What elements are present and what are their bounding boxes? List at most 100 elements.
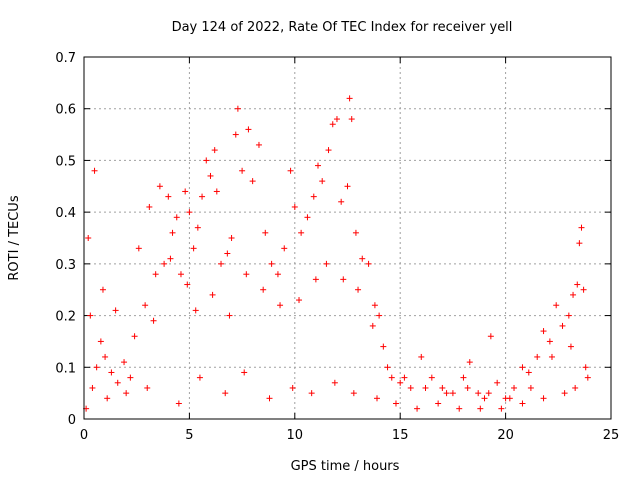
data-point <box>245 126 252 133</box>
data-point <box>144 384 151 391</box>
data-point <box>173 214 180 221</box>
data-point <box>329 121 336 128</box>
data-point <box>298 229 305 236</box>
data-point <box>114 379 121 386</box>
data-point <box>582 364 589 371</box>
data-point <box>199 193 206 200</box>
data-point <box>348 116 355 123</box>
data-point <box>456 405 463 412</box>
y-tick-label: 0.7 <box>55 51 76 66</box>
data-point <box>156 183 163 190</box>
data-point <box>308 390 315 397</box>
data-point <box>485 390 492 397</box>
data-point <box>93 364 100 371</box>
data-point <box>169 229 176 236</box>
data-point <box>525 369 532 376</box>
y-tick-label: 0.2 <box>55 310 76 325</box>
data-point <box>314 162 321 169</box>
data-point <box>519 400 526 407</box>
data-point <box>407 384 414 391</box>
data-point <box>274 271 281 278</box>
data-point <box>397 379 404 386</box>
data-point <box>87 312 94 319</box>
data-point <box>108 369 115 376</box>
y-tick-label: 0 <box>68 413 76 428</box>
data-point <box>99 286 106 293</box>
data-point <box>527 384 534 391</box>
data-point <box>161 260 168 267</box>
data-point <box>175 400 182 407</box>
data-point <box>506 395 513 402</box>
data-point <box>167 255 174 262</box>
y-ticks: 0 0.1 0.2 0.3 0.4 0.5 0.6 0.7 <box>55 51 611 428</box>
data-point <box>89 384 96 391</box>
data-point <box>534 353 541 360</box>
data-point <box>443 390 450 397</box>
data-point <box>104 395 111 402</box>
plot-frame <box>83 56 612 420</box>
data-point <box>481 395 488 402</box>
data-point <box>241 369 248 376</box>
data-point <box>511 384 518 391</box>
data-point <box>277 302 284 309</box>
data-point <box>102 353 109 360</box>
data-point <box>584 374 591 381</box>
data-point <box>260 286 267 293</box>
data-point <box>152 271 159 278</box>
data-point <box>304 214 311 221</box>
data-point <box>323 260 330 267</box>
data-point <box>559 322 566 329</box>
y-tick-label: 0.1 <box>55 361 76 376</box>
data-point <box>226 312 233 319</box>
data-points <box>83 95 591 412</box>
data-point <box>310 193 317 200</box>
data-point <box>475 390 482 397</box>
data-point <box>190 245 197 252</box>
x-tick-label: 10 <box>287 428 304 443</box>
data-point <box>572 384 579 391</box>
data-point <box>374 395 381 402</box>
data-point <box>350 390 357 397</box>
data-point <box>121 359 128 366</box>
data-point <box>494 379 501 386</box>
data-point <box>211 147 218 154</box>
data-point <box>218 260 225 267</box>
data-point <box>186 209 193 216</box>
data-point <box>578 224 585 231</box>
data-point <box>439 384 446 391</box>
data-point <box>196 374 203 381</box>
data-point <box>561 390 568 397</box>
data-point <box>567 343 574 350</box>
data-point <box>519 364 526 371</box>
x-ticks: 0 5 10 15 20 25 <box>80 57 619 443</box>
data-point <box>165 193 172 200</box>
data-point <box>477 405 484 412</box>
data-point <box>540 328 547 335</box>
data-point <box>243 271 250 278</box>
data-point <box>466 359 473 366</box>
y-tick-label: 0.4 <box>55 206 76 221</box>
data-point <box>540 395 547 402</box>
data-point <box>150 317 157 324</box>
data-point <box>127 374 134 381</box>
data-point <box>346 95 353 102</box>
data-point <box>464 384 471 391</box>
x-axis-label: GPS time / hours <box>291 459 400 474</box>
data-point <box>146 203 153 210</box>
data-point <box>222 390 229 397</box>
data-point <box>449 390 456 397</box>
data-point <box>331 379 338 386</box>
data-point <box>194 224 201 231</box>
data-point <box>255 141 262 148</box>
data-point <box>576 240 583 247</box>
data-point <box>371 302 378 309</box>
data-point <box>239 167 246 174</box>
data-point <box>359 255 366 262</box>
data-point <box>281 245 288 252</box>
data-point <box>352 229 359 236</box>
data-point <box>232 131 239 138</box>
data-point <box>388 374 395 381</box>
x-tick-label: 0 <box>80 428 88 443</box>
data-point <box>177 271 184 278</box>
data-point <box>249 178 256 185</box>
